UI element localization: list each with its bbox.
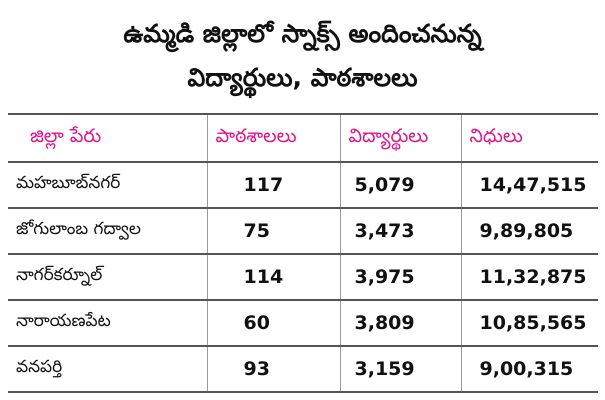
table-body: మహబూబ్‌నగర్ 117 5,079 14,47,515 జోగులాంబ గద్…: [8, 162, 598, 393]
value-cell: 11,32,875: [460, 254, 598, 301]
value-cell: 93: [206, 346, 340, 393]
table-row: మహబూబ్‌నగర్ 117 5,079 14,47,515: [8, 162, 598, 209]
district-cell: నారాయణపేట: [8, 300, 207, 347]
table-row: జోగులాంబ గద్వాల 75 3,473 9,89,805: [8, 208, 598, 255]
value-cell: 60: [206, 300, 340, 347]
district-cell: జోగులాంబ గద్వాల: [8, 208, 207, 255]
column-header: జిల్లా పేరు: [8, 113, 207, 163]
table-row: వనపర్తి 93 3,159 9,00,315: [8, 346, 598, 393]
title-line: ఉమ్మడి జిల్లాలో స్నాక్స్ అందించనున్న: [123, 19, 482, 48]
value-cell: 10,85,565: [460, 300, 598, 347]
district-cell: వనపర్తి: [8, 346, 207, 393]
header-row: జిల్లా పేరు పాఠశాలలు విద్యార్థులు నిధులు: [8, 113, 598, 163]
data-table: జిల్లా పేరు పాఠశాలలు విద్యార్థులు నిధులు మహ…: [8, 113, 598, 393]
value-cell: 3,809: [339, 300, 461, 347]
table-head: జిల్లా పేరు పాఠశాలలు విద్యార్థులు నిధులు: [8, 113, 598, 163]
value-cell: 75: [206, 208, 340, 255]
value-cell: 3,159: [339, 346, 461, 393]
value-cell: 5,079: [339, 162, 461, 209]
value-cell: 114: [206, 254, 340, 301]
district-cell: నాగర్‌కర్నూల్: [8, 254, 207, 301]
value-cell: 9,00,315: [460, 346, 598, 393]
district-cell: మహబూబ్‌నగర్: [8, 162, 207, 209]
title-line: విద్యార్థులు, పాఠశాలలు: [187, 63, 418, 92]
column-header: నిధులు: [460, 113, 598, 163]
value-cell: 117: [206, 162, 340, 209]
column-header: విద్యార్థులు: [339, 113, 461, 163]
value-cell: 3,975: [339, 254, 461, 301]
table-row: నాగర్‌కర్నూల్ 114 3,975 11,32,875: [8, 254, 598, 301]
table-row: నారాయణపేట 60 3,809 10,85,565: [8, 300, 598, 347]
value-cell: 3,473: [339, 208, 461, 255]
value-cell: 9,89,805: [460, 208, 598, 255]
title: ఉమ్మడి జిల్లాలో స్నాక్స్ అందించనున్న విద…: [0, 0, 605, 92]
value-cell: 14,47,515: [460, 162, 598, 209]
column-header: పాఠశాలలు: [206, 113, 340, 163]
